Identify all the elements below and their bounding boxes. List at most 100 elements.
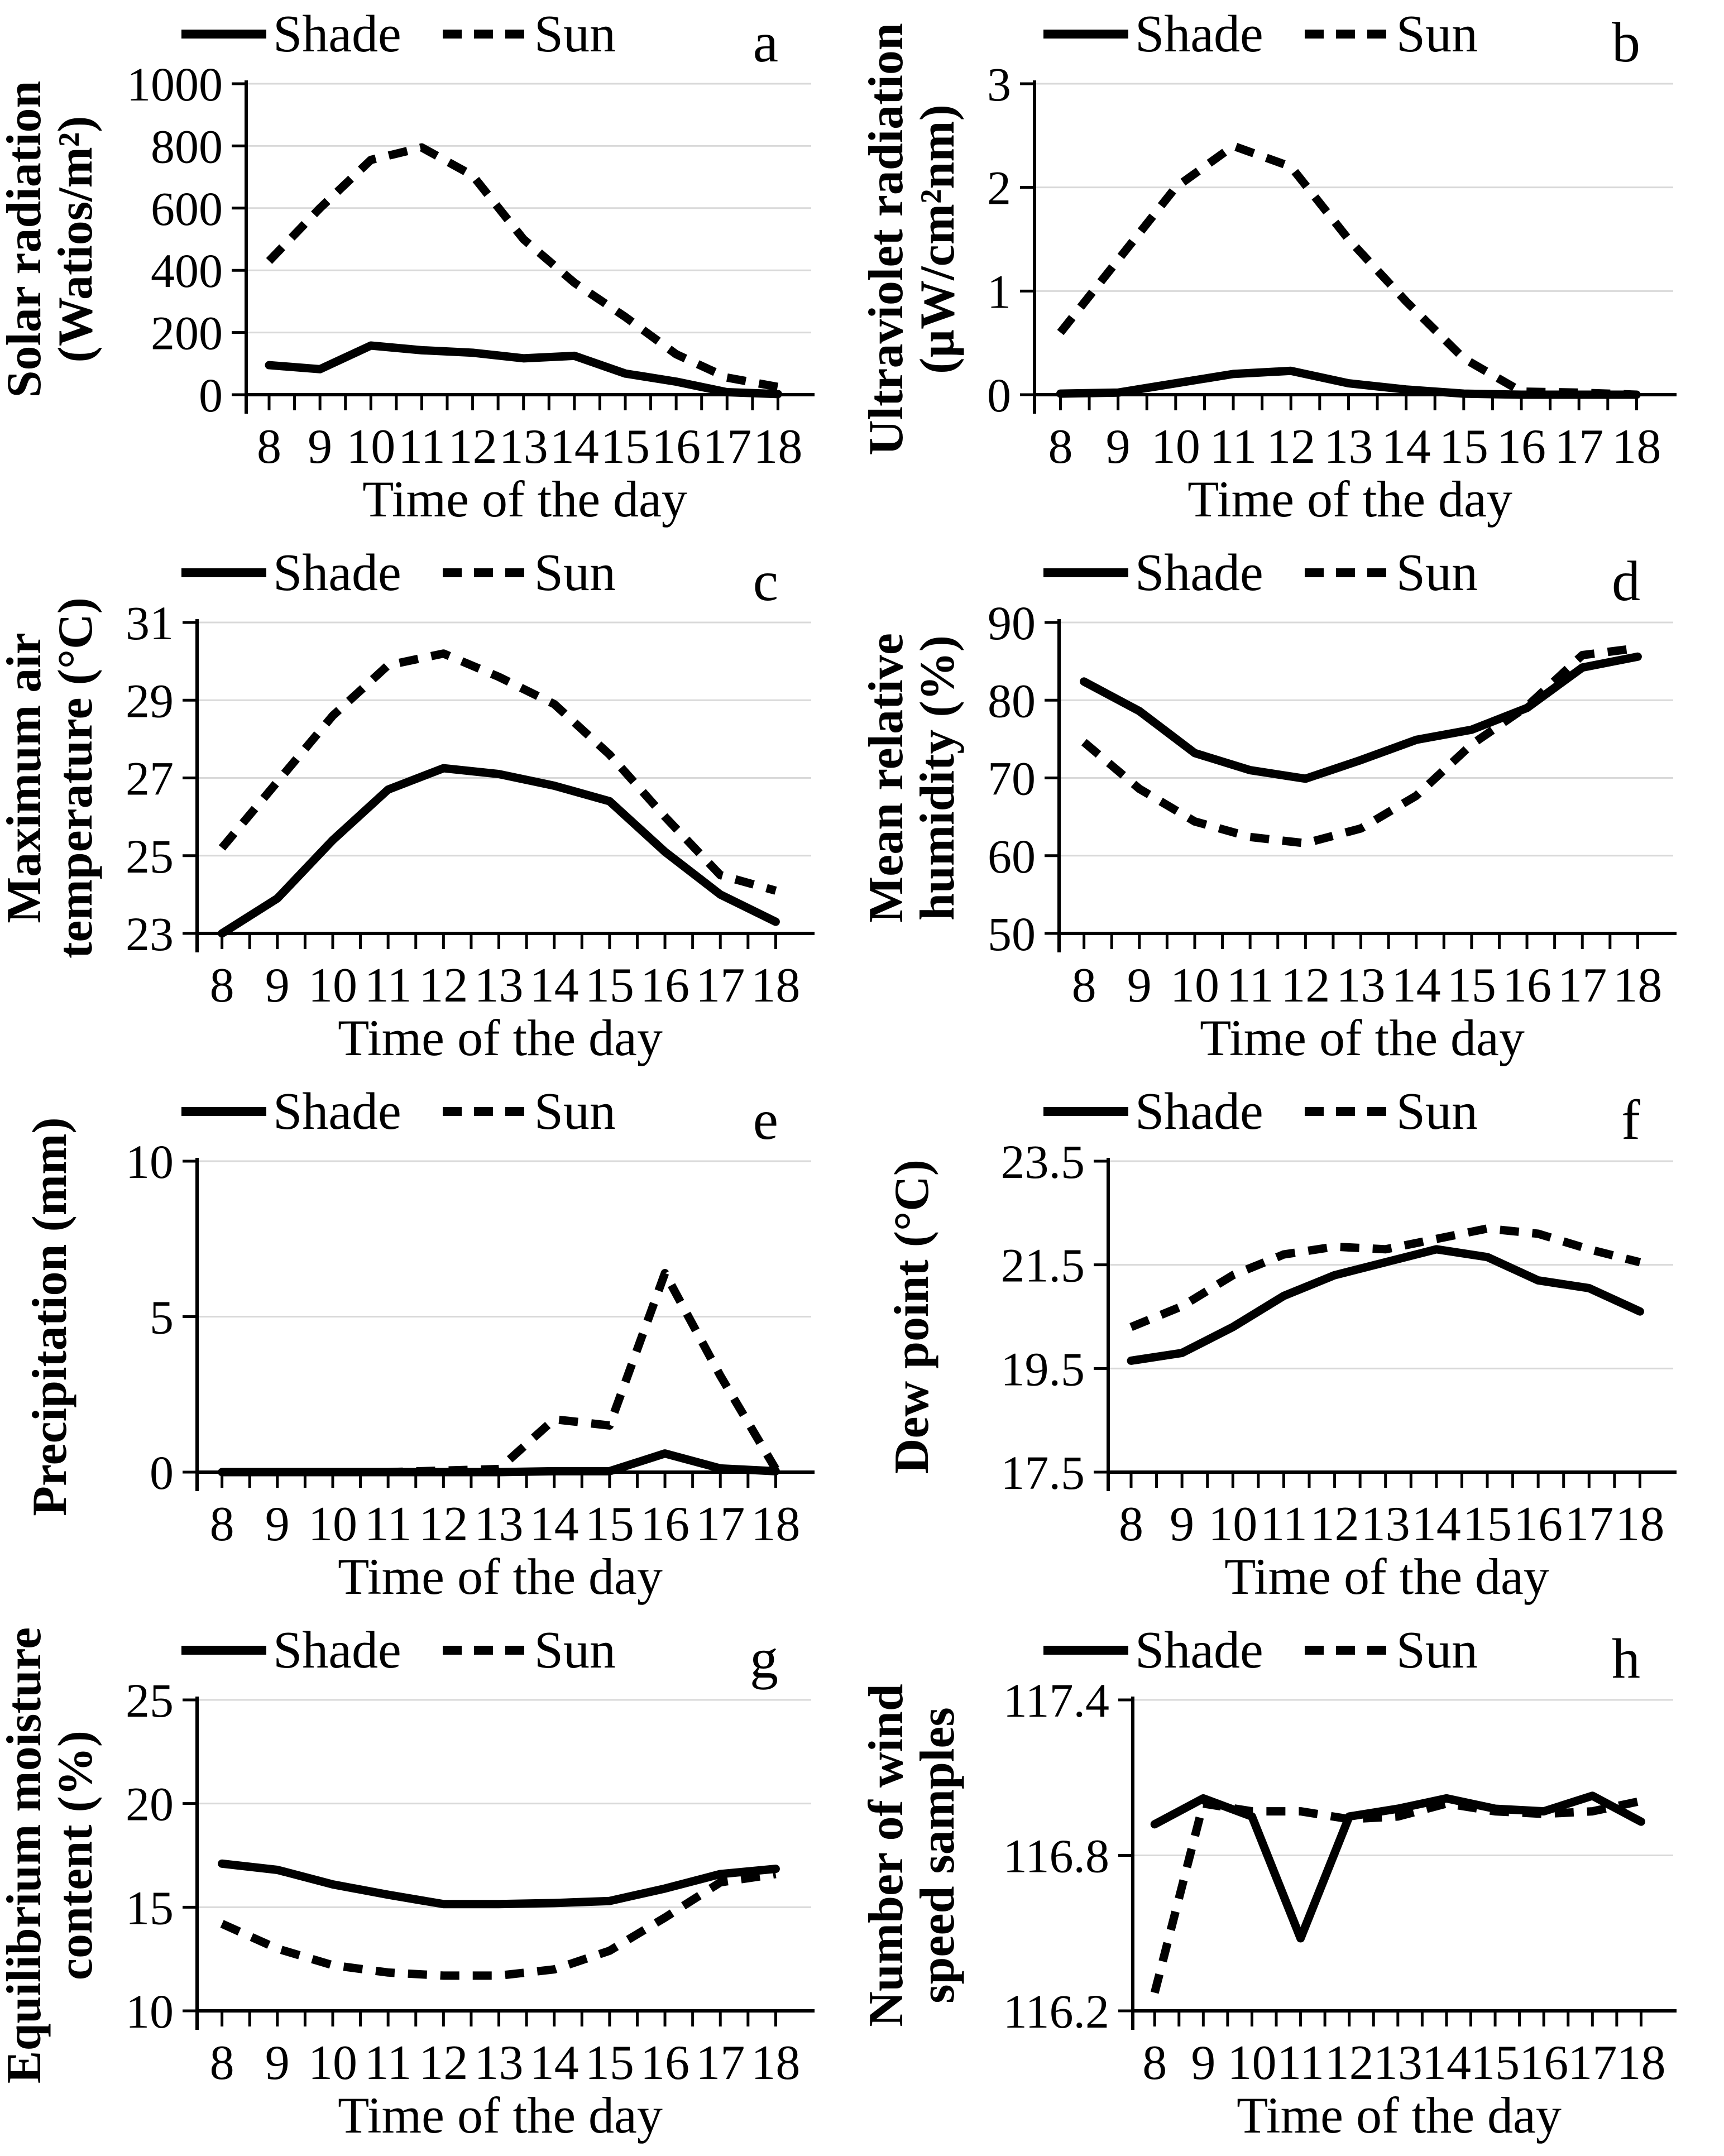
y-tick-label: 800 xyxy=(151,119,223,173)
x-tick-label: 16 xyxy=(652,420,701,474)
x-axis-title: Time of the day xyxy=(338,1548,663,1605)
x-tick-label: 15 xyxy=(1463,1497,1512,1551)
series-line-sun xyxy=(1129,1224,1641,1331)
y-axis-title-line: humidity (%) xyxy=(911,635,965,921)
legend-item-shade: Shade xyxy=(179,1085,401,1138)
y-tick-label: 400 xyxy=(151,244,223,298)
y-tick-label: 10 xyxy=(126,1985,174,2038)
panel-b: Shade Sun b 0 1 2 3 8 9 10 11 12 13 14 15 16 17 18 Time… xyxy=(862,0,1724,539)
series-line-sun xyxy=(220,1870,777,1980)
y-axis-title-line: (µW/cm²nm) xyxy=(911,104,965,374)
x-tick-label: 9 xyxy=(1106,420,1131,474)
x-tick-label: 14 xyxy=(1422,2036,1471,2090)
panel-c: Shade Sun c 23 25 27 29 31 8 9 10 11 12 13 14 15 16 17… xyxy=(0,539,862,1077)
panel-d: Shade Sun d 50 60 70 80 90 8 9 10 11 12 13 14 15 16 17… xyxy=(862,539,1724,1077)
x-tick-label: 17 xyxy=(696,959,745,1013)
x-tick-label: 14 xyxy=(530,2036,579,2090)
legend-shade-label: Shade xyxy=(1134,5,1263,63)
x-tick-label: 12 xyxy=(1310,1497,1359,1551)
series-line-shade xyxy=(1080,652,1642,783)
y-tick-label: 25 xyxy=(126,830,174,883)
y-tick-label: 116.2 xyxy=(1003,1985,1109,2038)
legend: Shade Sun xyxy=(0,1624,829,1676)
y-tick-label: 5 xyxy=(150,1291,174,1344)
x-tick-label: 8 xyxy=(210,959,234,1013)
legend: Shade Sun xyxy=(0,8,829,60)
x-tick-label: 14 xyxy=(1412,1497,1461,1551)
x-tick-label: 9 xyxy=(265,2036,290,2090)
y-axis-title-line: Mean relative xyxy=(862,633,913,923)
legend-sun-label: Sun xyxy=(1396,544,1478,602)
x-tick-label: 13 xyxy=(499,420,548,474)
y-tick-label: 117.4 xyxy=(1003,1674,1109,1727)
panel-e: Shade Sun e 0 5 10 8 9 10 11 12 13 14 15 16 17 18 Time… xyxy=(0,1077,862,1616)
x-tick-label: 8 xyxy=(1142,2036,1167,2090)
y-tick-label: 23.5 xyxy=(1001,1135,1085,1189)
x-tick-label: 9 xyxy=(1127,959,1152,1013)
x-tick-label: 15 xyxy=(1439,420,1488,474)
chart-plot-mean-relative-humidity: 50 60 70 80 90 8 9 10 11 12 13 14 15 16 17 18 Time of th… xyxy=(862,596,1677,1066)
y-tick-label: 70 xyxy=(988,752,1036,806)
legend-shade-label: Shade xyxy=(272,544,401,602)
x-tick-label: 15 xyxy=(585,1497,634,1551)
y-tick-label: 60 xyxy=(988,830,1036,883)
legend-item-sun: Sun xyxy=(440,1624,616,1676)
legend-item-sun: Sun xyxy=(1302,547,1478,599)
x-tick-label: 17 xyxy=(1554,420,1603,474)
x-tick-label: 9 xyxy=(265,1497,290,1551)
x-tick-label: 8 xyxy=(1048,420,1072,474)
sun-line-sample xyxy=(1304,1107,1390,1116)
x-tick-label: 16 xyxy=(640,2036,689,2090)
legend-sun-label: Sun xyxy=(1396,1082,1478,1141)
x-tick-label: 10 xyxy=(1170,959,1219,1013)
y-tick-label: 200 xyxy=(151,306,223,360)
legend-item-shade: Shade xyxy=(1041,1085,1263,1138)
y-tick-label: 27 xyxy=(126,752,174,806)
legend-sun-label: Sun xyxy=(534,1621,616,1679)
y-tick-label: 29 xyxy=(126,674,174,727)
legend-sun-label: Sun xyxy=(1396,5,1478,63)
x-tick-label: 14 xyxy=(1392,959,1441,1013)
x-tick-label: 10 xyxy=(346,420,395,474)
chart-plot-max-air-temperature: 23 25 27 29 31 8 9 10 11 12 13 14 15 16 17 18 Time of th… xyxy=(0,596,815,1066)
x-tick-label: 12 xyxy=(419,959,468,1013)
y-tick-label: 25 xyxy=(126,1674,174,1727)
y-tick-label: 0 xyxy=(199,368,223,422)
panel-letter: a xyxy=(753,11,778,74)
x-tick-label: 10 xyxy=(308,1497,357,1551)
x-tick-label: 17 xyxy=(696,2036,745,2090)
x-tick-label: 13 xyxy=(1373,2036,1423,2090)
shade-line-sample xyxy=(1043,568,1128,577)
y-tick-label: 10 xyxy=(126,1135,174,1189)
x-axis-title: Time of the day xyxy=(338,2087,663,2144)
x-tick-label: 11 xyxy=(365,959,412,1013)
x-tick-label: 14 xyxy=(1382,420,1431,474)
y-tick-label: 15 xyxy=(126,1881,174,1934)
x-axis-title: Time of the day xyxy=(1200,1009,1525,1066)
x-tick-label: 11 xyxy=(1210,420,1257,474)
y-tick-label: 3 xyxy=(987,58,1011,111)
legend-shade-label: Shade xyxy=(272,5,401,63)
sun-line-sample xyxy=(442,1646,528,1655)
y-axis-title-line: temperature (°C) xyxy=(49,597,103,959)
series-line-shade xyxy=(218,1859,780,1909)
legend-item-shade: Shade xyxy=(179,547,401,599)
x-tick-label: 8 xyxy=(210,2036,234,2090)
y-axis-title-line: Equilibrium moisture xyxy=(0,1627,51,2083)
x-tick-label: 16 xyxy=(1514,1497,1563,1551)
x-tick-label: 11 xyxy=(1277,2036,1324,2090)
shade-line-sample xyxy=(1043,1107,1128,1116)
legend-item-sun: Sun xyxy=(1302,8,1478,60)
chart-plot-solar-radiation: 0 200 400 600 800 1000 8 9 10 11 12 13 14 15 16 17 18 Tim… xyxy=(0,58,815,528)
panel-a: Shade Sun a 0 200 400 600 800 1000 8 9 10 11 12 13 1… xyxy=(0,0,862,539)
legend: Shade Sun xyxy=(0,1085,829,1138)
y-tick-label: 20 xyxy=(126,1777,174,1831)
y-tick-label: 2 xyxy=(987,161,1011,215)
x-tick-label: 17 xyxy=(702,420,751,474)
y-axis-title-line: Precipitation (mm) xyxy=(23,1117,77,1516)
legend-shade-label: Shade xyxy=(1134,544,1263,602)
series-line-sun xyxy=(1150,1796,1642,1994)
sun-line-sample xyxy=(442,30,528,39)
series-line-sun xyxy=(222,1269,779,1477)
